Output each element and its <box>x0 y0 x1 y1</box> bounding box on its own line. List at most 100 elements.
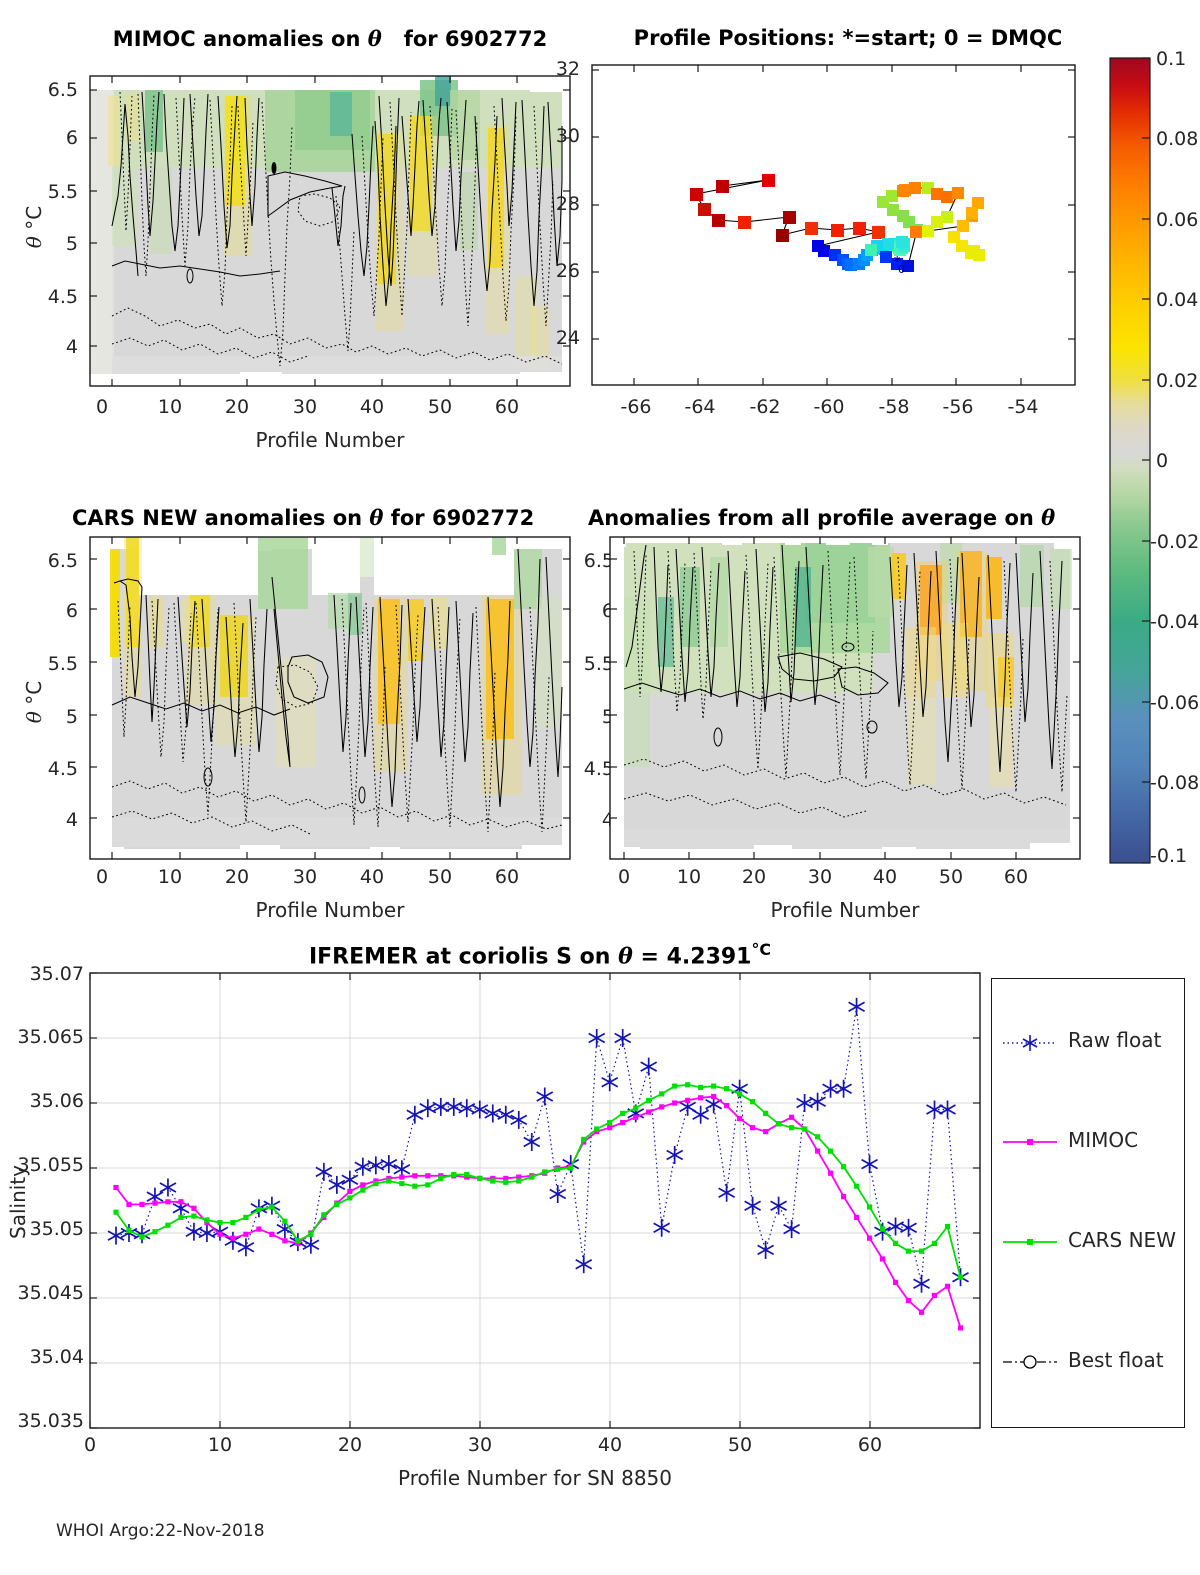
map-dmqc-marker: 0 <box>898 263 905 276</box>
salinity-gridlines <box>90 973 980 1428</box>
anomaly-colorbar <box>1109 57 1151 864</box>
map-xtick: -54 <box>1007 396 1039 418</box>
mimoc-ytick: 4 <box>65 336 78 358</box>
salinity-ytick: 35.06 <box>29 1090 84 1112</box>
salinity-xtick: 40 <box>597 1434 623 1456</box>
mimoc-ytick: 6 <box>65 127 78 149</box>
salinity-xlabel: Profile Number for SN 8850 <box>397 1466 672 1490</box>
mimoc-xtick: 50 <box>427 396 453 418</box>
map-xtick: -56 <box>942 396 974 418</box>
map-profile-markers <box>690 174 985 272</box>
salinity-ytick: 35.045 <box>17 1282 84 1304</box>
allavg-xtick: 40 <box>872 866 898 888</box>
allavg-xtick: 50 <box>938 866 964 888</box>
allavg-ytick: 5.5 <box>583 653 614 675</box>
salinity-title-part-a: IFREMER at coriolis S on <box>308 944 611 970</box>
theta-symbol: θ <box>369 505 384 530</box>
allavg-xlabel: Profile Number <box>770 898 920 922</box>
mimoc-xtick: 60 <box>494 396 520 418</box>
map-xtick: -58 <box>878 396 910 418</box>
mimoc-xtick: 10 <box>157 396 183 418</box>
salinity-xtick: 50 <box>727 1434 753 1456</box>
mimoc-ytick: 5.5 <box>47 181 78 203</box>
legend-best-float-sample <box>1003 1355 1057 1369</box>
map-xtick: -60 <box>813 396 845 418</box>
allavg-xtick: 20 <box>741 866 767 888</box>
mimoc-ytick: 4.5 <box>47 286 78 308</box>
legend-label-mimoc: MIMOC <box>1068 1128 1139 1152</box>
salinity-xtick: 60 <box>857 1434 883 1456</box>
salinity-title-units: °C <box>751 940 772 959</box>
allavg-ytick: 4.5 <box>583 758 614 780</box>
legend-label-cars-new: CARS NEW <box>1068 1228 1176 1252</box>
colorbar-tick: 0 <box>1156 450 1169 472</box>
mimoc-title-part-a: MIMOC anomalies on <box>112 27 361 51</box>
map-panel-title: Profile Positions: *=start; 0 = DMQC <box>633 26 1063 50</box>
theta-symbol: θ <box>618 943 633 970</box>
mimoc-panel-title: MIMOC anomalies on θ for 6902772 <box>90 26 570 51</box>
colorbar-tick: -0.06 <box>1150 692 1200 714</box>
map-ytick: 30 <box>555 125 580 147</box>
allavg-xtick: 10 <box>676 866 702 888</box>
cars-xtick: 50 <box>427 866 453 888</box>
salinity-ytick: 35.04 <box>29 1346 84 1368</box>
cars-xtick: 40 <box>359 866 385 888</box>
series-cars-new <box>113 1082 964 1280</box>
map-xtick: -66 <box>620 396 652 418</box>
cars-ytick: 4.5 <box>47 758 78 780</box>
theta-symbol: θ <box>367 26 382 51</box>
map-xtick: -62 <box>749 396 781 418</box>
cars-ytick: 5.5 <box>47 653 78 675</box>
salinity-ytick: 35.035 <box>17 1410 84 1432</box>
mimoc-anomaly-contour-plot <box>89 75 571 387</box>
cars-panel-title: CARS NEW anomalies on θ for 6902772 <box>72 505 592 530</box>
cars-title-part-b: for 6902772 <box>390 506 535 530</box>
salinity-title-part-b: = 4.2391 <box>640 944 752 970</box>
salinity-xtick: 0 <box>83 1434 97 1456</box>
mimoc-xlabel: Profile Number <box>255 428 405 452</box>
map-xtick: -64 <box>684 396 716 418</box>
allavg-xtick: 30 <box>807 866 833 888</box>
salinity-panel-title: IFREMER at coriolis S on θ = 4.2391°C <box>290 940 790 969</box>
cars-xtick: 10 <box>157 866 183 888</box>
colorbar-tick: -0.1 <box>1150 845 1188 867</box>
allavg-panel-title: Anomalies from all profile average on θ <box>588 505 1098 530</box>
mimoc-ytick: 5 <box>65 233 78 255</box>
allavg-ytick: 4 <box>601 809 614 831</box>
cars-title-part-a: CARS NEW anomalies on <box>72 506 363 530</box>
mimoc-title-part-b: for 6902772 <box>403 27 548 51</box>
map-ytick: 24 <box>555 327 580 349</box>
salinity-legend <box>991 978 1185 1428</box>
colorbar-tick: 0.04 <box>1156 289 1199 311</box>
colorbar-tick: 0.1 <box>1156 48 1187 70</box>
cars-ytick: 6.5 <box>47 550 78 572</box>
cars-xtick: 0 <box>95 866 109 888</box>
map-ytick: 26 <box>555 260 580 282</box>
series-raw-float <box>107 997 969 1293</box>
allavg-xtick: 60 <box>1003 866 1029 888</box>
allavg-ytick: 6.5 <box>583 550 614 572</box>
allavg-ytick: 6 <box>601 600 614 622</box>
colorbar-tick: 0.06 <box>1156 209 1199 231</box>
salinity-timeseries-plot <box>89 972 981 1429</box>
mimoc-xtick: 0 <box>95 396 109 418</box>
colorbar-tick: -0.08 <box>1150 772 1200 794</box>
map-ytick: 28 <box>555 193 580 215</box>
colorbar-tick: 0.08 <box>1156 128 1199 150</box>
colorbar-tick: 0.02 <box>1156 370 1199 392</box>
cars-xlabel: Profile Number <box>255 898 405 922</box>
allavg-ytick: 5 <box>601 706 614 728</box>
legend-label-best-float: Best float <box>1068 1348 1164 1372</box>
cars-ytick: 4 <box>65 809 78 831</box>
mimoc-xtick: 40 <box>359 396 385 418</box>
colorbar-tick: -0.02 <box>1150 531 1200 553</box>
legend-label-raw-float: Raw float <box>1068 1028 1162 1052</box>
colorbar-tick: -0.04 <box>1150 611 1200 633</box>
map-start-marker: * <box>894 254 901 268</box>
salinity-xtick: 30 <box>467 1434 493 1456</box>
legend-mimoc-sample <box>1003 1139 1057 1145</box>
cars-xtick: 20 <box>224 866 250 888</box>
salinity-ytick: 35.05 <box>29 1218 84 1240</box>
legend-raw-float-sample <box>1003 1035 1057 1051</box>
